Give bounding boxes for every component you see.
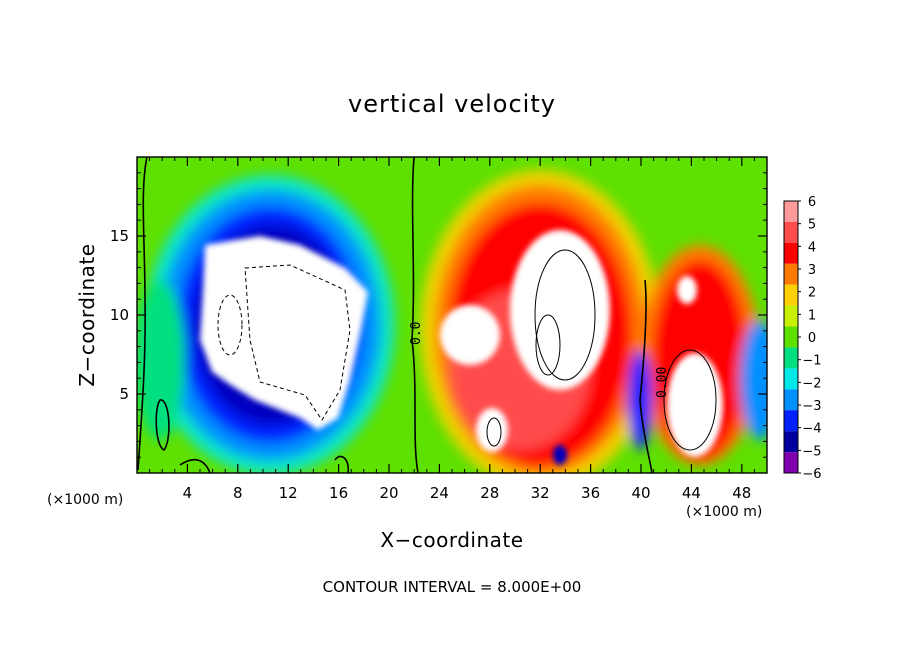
heatmap-field <box>137 157 767 473</box>
colorbar-label: 4 <box>808 240 816 255</box>
x-tick-label: 48 <box>732 484 751 502</box>
x-tick-label: 4 <box>183 484 193 502</box>
colorbar-swatch <box>784 305 798 327</box>
colorbar: 6 5 4 3 2 1 0 −1 −2 −3 −4 −5 −6 <box>783 195 822 482</box>
colorbar-label: 3 <box>808 263 816 278</box>
x-axis: 4 8 12 16 20 24 28 32 36 40 44 48 <box>149 157 755 502</box>
colorbar-label: −1 <box>802 354 821 369</box>
contour-label-2: 0.00 <box>655 367 670 398</box>
y-tick-label: 15 <box>110 227 129 245</box>
y-tick-label: 5 <box>119 385 129 403</box>
colorbar-label: 2 <box>808 286 816 301</box>
colorbar-swatch <box>784 347 798 369</box>
colorbar-swatch <box>784 368 798 390</box>
x-unit-label: (×1000 m) <box>686 504 762 520</box>
colorbar-swatch <box>784 431 798 453</box>
contour-label-1: 0.0 <box>409 322 424 345</box>
x-tick-label: 28 <box>480 484 499 502</box>
colorbar-swatch <box>784 389 798 411</box>
chart-title: vertical velocity <box>348 90 556 118</box>
x-tick-label: 36 <box>581 484 600 502</box>
colorbar-label: 6 <box>808 195 816 210</box>
colorbar-label: −6 <box>802 467 821 482</box>
y-axis: 5 10 15 <box>110 172 767 458</box>
colorbar-swatch <box>784 201 798 222</box>
colorbar-label: −5 <box>802 444 821 459</box>
contour-interval-note: CONTOUR INTERVAL = 8.000E+00 <box>323 578 582 596</box>
colorbar-label: −4 <box>802 422 821 437</box>
x-axis-title: X−coordinate <box>380 528 523 552</box>
x-tick-label: 12 <box>279 484 298 502</box>
x-tick-label: 8 <box>233 484 243 502</box>
colorbar-label: 1 <box>808 308 816 323</box>
x-tick-label: 20 <box>379 484 398 502</box>
x-tick-label: 32 <box>531 484 550 502</box>
colorbar-swatch <box>784 326 798 348</box>
x-tick-label: 16 <box>329 484 348 502</box>
x-tick-label: 40 <box>631 484 650 502</box>
colorbar-swatch <box>784 452 798 473</box>
colorbar-swatch <box>784 221 798 243</box>
y-tick-label: 10 <box>110 306 129 324</box>
x-tick-label: 44 <box>682 484 701 502</box>
y-axis-title: Z−coordinate <box>75 243 99 386</box>
colorbar-swatch <box>784 242 798 264</box>
colorbar-label: −3 <box>802 399 821 414</box>
colorbar-swatch <box>784 410 798 432</box>
colorbar-label: 0 <box>808 331 816 346</box>
colorbar-swatch <box>784 263 798 285</box>
colorbar-label: −2 <box>802 376 821 391</box>
z-unit-label: (×1000 m) <box>47 492 123 508</box>
x-tick-label: 24 <box>430 484 449 502</box>
colorbar-label: 5 <box>808 218 816 233</box>
colorbar-swatch <box>784 284 798 306</box>
